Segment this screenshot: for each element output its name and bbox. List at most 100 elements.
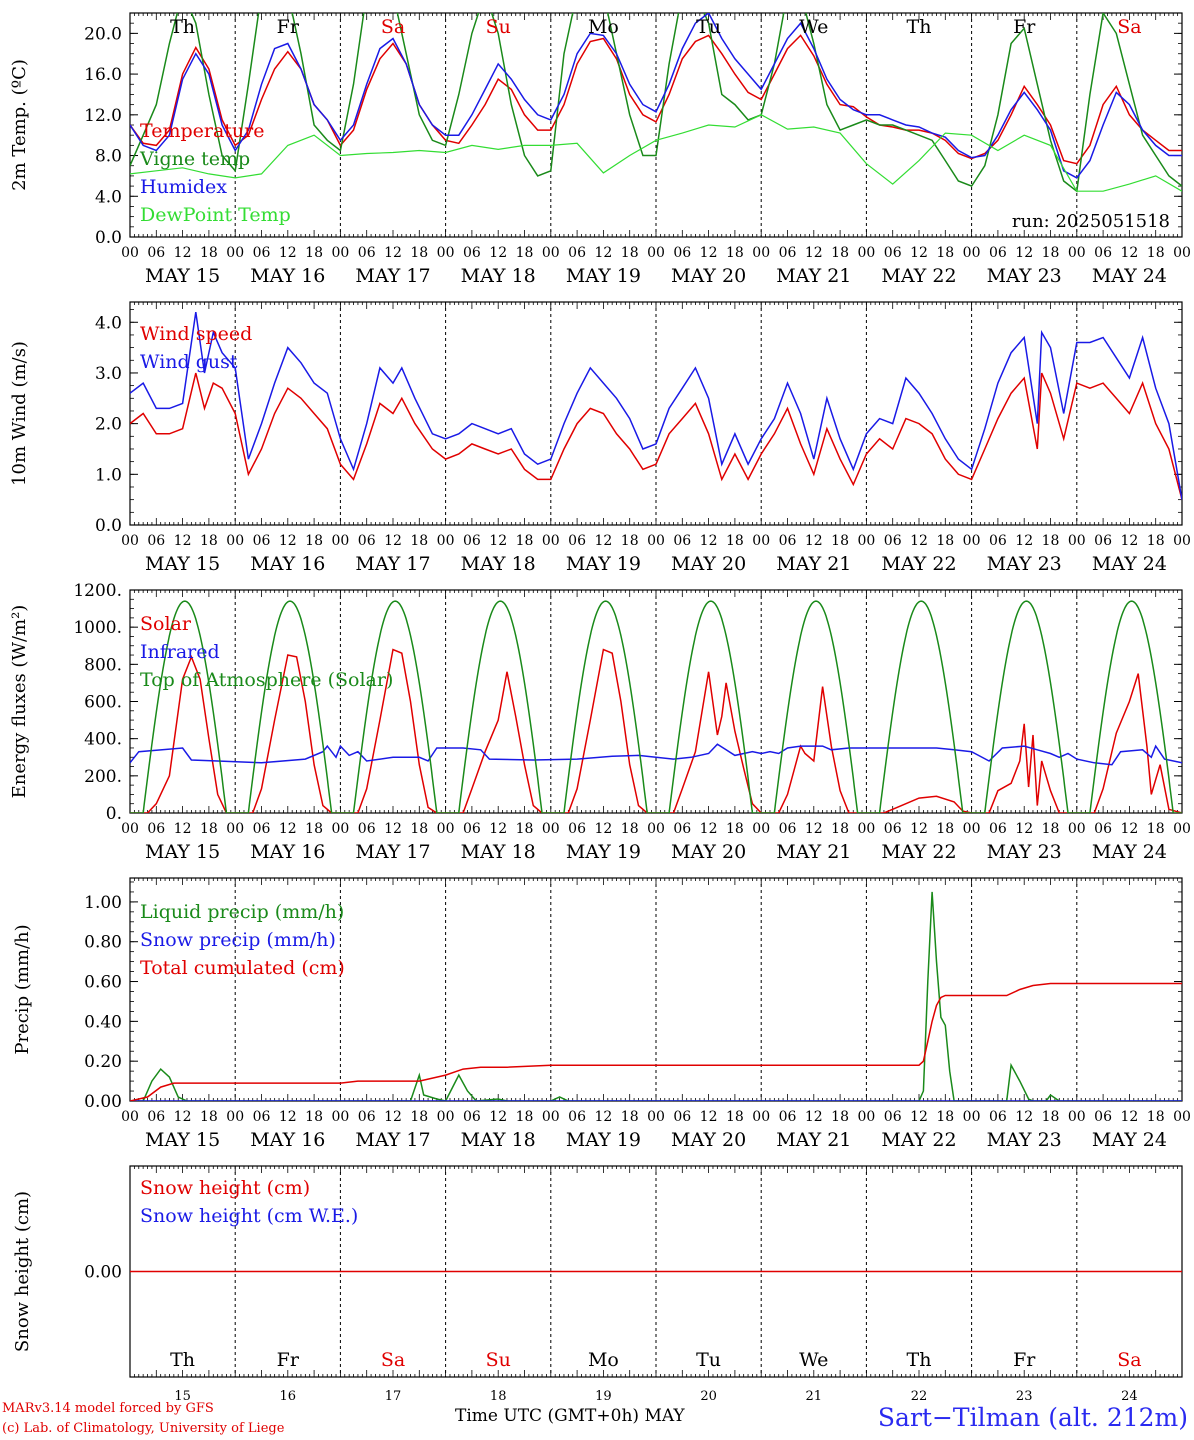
x-hour-label: 12 [1015, 533, 1033, 549]
x-hour-label: 06 [358, 245, 376, 261]
x-hour-label: 00 [542, 245, 560, 261]
x-hour-label: 00 [857, 1109, 875, 1125]
x-hour-label: 18 [516, 821, 534, 837]
x-hour-label: 06 [147, 245, 165, 261]
legend-entry: Top of Atmosphere (Solar) [140, 669, 393, 691]
x-date-label: MAY 15 [145, 1129, 220, 1151]
x-date-label: MAY 22 [881, 265, 956, 287]
x-hour-label: 06 [989, 1109, 1007, 1125]
x-hour-label: 00 [1068, 821, 1086, 837]
x-hour-label: 00 [1173, 533, 1191, 549]
x-date-label: MAY 17 [355, 1129, 430, 1151]
x-hour-label: 00 [542, 1109, 560, 1125]
x-hour-label: 00 [1068, 1109, 1086, 1125]
x-date-label: MAY 19 [566, 265, 641, 287]
x-date-label: MAY 22 [881, 553, 956, 575]
x-hour-label: 18 [621, 821, 639, 837]
x-date-label: MAY 18 [461, 841, 536, 863]
x-hour-label: 18 [621, 533, 639, 549]
weekday-label: Mo [588, 16, 619, 38]
weekday-label: Sa [381, 1349, 405, 1371]
legend-entry: Wind speed [140, 323, 252, 345]
x-hour-label: 00 [1068, 533, 1086, 549]
x-hour-label: 00 [542, 533, 560, 549]
x-hour-label: 18 [200, 1109, 218, 1125]
weekday-label: Fr [1013, 1349, 1036, 1371]
day-number-label: 22 [911, 1389, 928, 1404]
x-hour-label: 18 [516, 1109, 534, 1125]
x-hour-label: 12 [910, 245, 928, 261]
x-hour-label: 00 [121, 245, 139, 261]
x-hour-label: 06 [673, 821, 691, 837]
y-tick-label: 1.00 [84, 893, 122, 913]
x-hour-label: 18 [200, 245, 218, 261]
panel-1: 0.0 4.0 8.0 12.0 16.0 20.0 2m Temp. (ºC) Temper… [9, 12, 1191, 287]
weekday-label: Su [486, 16, 511, 38]
legend-entry: Wind gust [140, 351, 238, 373]
model-note: MARv3.14 model forced by GFS [2, 1401, 214, 1416]
x-hour-label: 18 [410, 1109, 428, 1125]
x-hour-label: 06 [989, 533, 1007, 549]
x-date-label: MAY 23 [987, 841, 1062, 863]
legend-entry: Total cumulated (cm) [140, 957, 345, 979]
x-hour-label: 06 [1094, 821, 1112, 837]
x-hour-label: 00 [647, 821, 665, 837]
x-hour-label: 12 [1120, 821, 1138, 837]
x-date-label: MAY 15 [145, 553, 220, 575]
x-hour-label: 12 [174, 245, 192, 261]
x-hour-label: 18 [1147, 533, 1165, 549]
x-hour-label: 12 [489, 245, 507, 261]
legend-entry: Snow height (cm W.E.) [140, 1205, 358, 1227]
x-hour-label: 06 [358, 821, 376, 837]
y-tick-label: 1.0 [95, 465, 122, 485]
x-hour-label: 18 [305, 821, 323, 837]
x-hour-label: 00 [647, 245, 665, 261]
x-date-label: MAY 20 [671, 265, 746, 287]
x-hour-label: 12 [1015, 821, 1033, 837]
x-date-label: MAY 20 [671, 841, 746, 863]
y-tick-label: 1000. [73, 618, 122, 638]
x-hour-label: 18 [726, 821, 744, 837]
day-number-label: 19 [595, 1389, 612, 1404]
x-hour-label: 00 [121, 533, 139, 549]
y-tick-label: 0.0 [95, 516, 122, 536]
x-date-label: MAY 16 [250, 841, 325, 863]
x-hour-label: 12 [279, 821, 297, 837]
x-hour-label: 12 [489, 1109, 507, 1125]
credit-note: (c) Lab. of Climatology, University of L… [2, 1421, 285, 1436]
x-hour-label: 18 [1042, 1109, 1060, 1125]
x-hour-label: 00 [437, 245, 455, 261]
x-hour-label: 18 [1147, 245, 1165, 261]
x-hour-label: 12 [174, 821, 192, 837]
x-hour-label: 18 [831, 1109, 849, 1125]
y-tick-label: 200. [84, 767, 122, 787]
y-tick-label: 0.40 [84, 1012, 122, 1032]
x-hour-label: 06 [989, 245, 1007, 261]
x-hour-label: 12 [384, 245, 402, 261]
x-hour-label: 00 [963, 245, 981, 261]
x-hour-label: 18 [936, 533, 954, 549]
x-hour-label: 06 [884, 533, 902, 549]
y-axis-label: Energy fluxes (W/m²) [9, 605, 30, 799]
x-hour-label: 18 [305, 1109, 323, 1125]
x-hour-label: 06 [779, 533, 797, 549]
y-tick-label: 4.0 [95, 187, 122, 207]
y-tick-label: 12.0 [84, 106, 122, 126]
y-tick-label: 1200. [73, 581, 122, 601]
x-hour-label: 18 [1042, 245, 1060, 261]
x-hour-label: 18 [305, 245, 323, 261]
x-date-label: MAY 24 [1092, 841, 1167, 863]
day-number-label: 15 [174, 1389, 191, 1404]
x-hour-label: 18 [621, 1109, 639, 1125]
x-date-label: MAY 17 [355, 841, 430, 863]
x-hour-label: 06 [463, 533, 481, 549]
x-hour-label: 06 [463, 1109, 481, 1125]
x-hour-label: 00 [963, 533, 981, 549]
x-date-label: MAY 17 [355, 553, 430, 575]
x-hour-label: 00 [437, 533, 455, 549]
panel-5: 0.00 Snow height (cm) Snow height (cm) Snow… [12, 1165, 1183, 1404]
x-hour-label: 00 [752, 245, 770, 261]
day-number-label: 17 [385, 1389, 402, 1404]
x-hour-label: 12 [279, 245, 297, 261]
